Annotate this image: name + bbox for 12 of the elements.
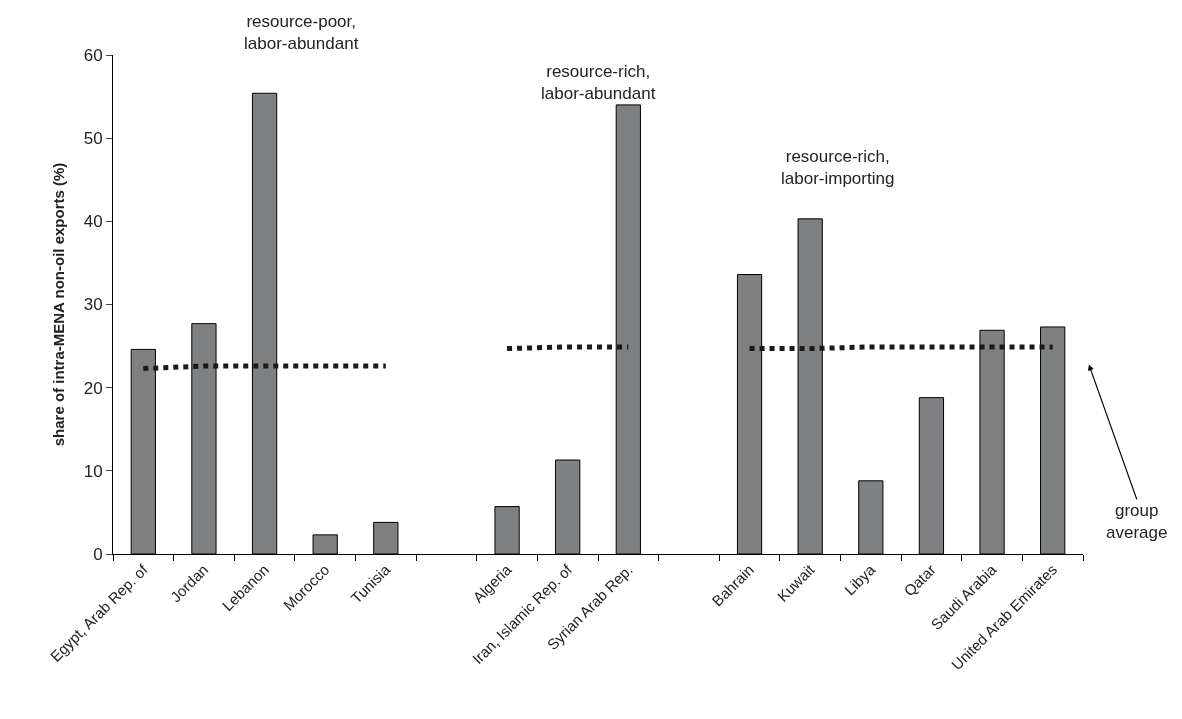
y-tick-label: 60 [83,45,103,65]
text: group average [1106,501,1168,543]
y-axis-title: share of intra-MENA non-oil exports (%) [49,162,67,447]
text: resource-poor, labor-abundant [244,12,359,54]
y-tick-label: 20 [83,378,103,398]
y-tick-label: 50 [83,129,103,149]
y-tick-label: 40 [83,212,103,232]
annotation: resource-rich, labor-abundant [541,62,656,104]
y-tick-label: 30 [83,295,103,315]
y-tick-label: 10 [83,461,103,481]
y-tick-label: 0 [93,544,103,564]
annotation: resource-rich, labor-importing [781,147,895,189]
